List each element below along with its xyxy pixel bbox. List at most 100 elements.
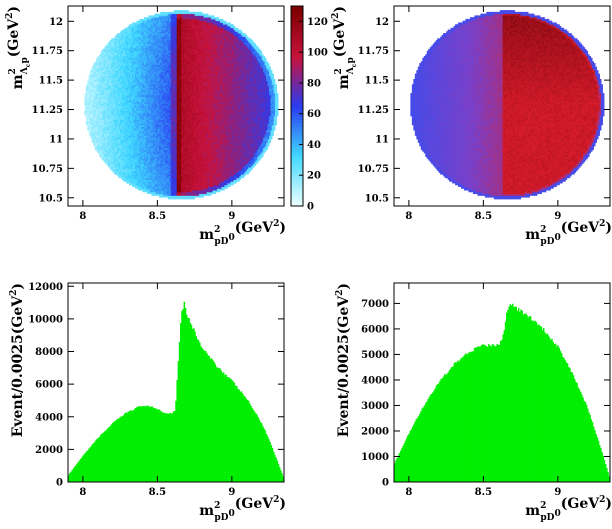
histogram-bar	[125, 412, 127, 482]
histogram-bar	[183, 301, 186, 482]
y-tick-label: 12	[49, 17, 63, 28]
histogram-bar	[276, 460, 279, 482]
histogram-bar	[556, 346, 558, 482]
histogram-bar	[527, 317, 529, 482]
y-tick-label: 10.75	[32, 164, 63, 175]
x-axis-label: m2 pD0(GeV2)	[525, 495, 612, 523]
histogram-bar	[227, 377, 230, 482]
histogram-bar	[209, 359, 212, 482]
histogram-bar	[116, 418, 119, 482]
histogram-bar	[419, 413, 421, 482]
histogram-bar	[520, 309, 522, 482]
histogram-bar	[203, 350, 206, 482]
histogram-bar	[207, 355, 209, 482]
plot-frame	[67, 282, 285, 483]
y-tick-label: 11.25	[358, 105, 389, 116]
histogram-bar	[526, 315, 528, 482]
histogram-bar	[603, 459, 606, 482]
y-tick-label: 6000	[35, 380, 63, 391]
histogram-bar	[508, 306, 510, 482]
histogram-bar	[416, 418, 419, 482]
histogram-bar	[140, 406, 143, 482]
histogram-bar	[187, 317, 189, 482]
histogram-bar	[191, 328, 194, 482]
histogram-bar	[413, 424, 415, 482]
histogram-bar	[255, 413, 257, 482]
histogram-bar	[483, 344, 485, 482]
histogram-bar	[562, 356, 564, 482]
histogram-bar	[579, 391, 582, 482]
x-axis-label: m2 pD0(GeV2)	[199, 495, 286, 523]
histogram-bar	[214, 364, 217, 482]
plot-frame-top	[393, 5, 611, 207]
histogram-bar	[576, 382, 578, 482]
histogram-bar	[537, 325, 539, 482]
histogram-bar	[445, 375, 447, 482]
histogram-bar	[606, 468, 608, 482]
histogram-bar	[414, 421, 416, 482]
histogram-bar	[261, 423, 263, 482]
histogram-bar	[601, 452, 603, 482]
histogram-bar	[534, 320, 537, 482]
histogram-bar	[153, 408, 156, 482]
histogram-bar	[511, 303, 514, 482]
histogram-bar	[552, 341, 554, 482]
histogram-bar	[224, 375, 226, 482]
histogram-bar	[407, 435, 409, 482]
y-tick-label: 4000	[361, 375, 389, 386]
histogram-bar	[169, 412, 171, 482]
histogram-bar	[398, 453, 401, 482]
histogram-bar	[201, 348, 203, 482]
histogram-bar	[479, 346, 482, 482]
histogram-bar	[540, 326, 543, 482]
histogram-bar	[542, 327, 545, 482]
histogram-bar	[180, 323, 182, 482]
histogram-bar	[216, 368, 219, 482]
histogram-bar	[174, 411, 176, 482]
y-tick-label: 4000	[35, 412, 63, 423]
histogram-bar	[70, 471, 72, 482]
histogram-bar	[267, 436, 269, 482]
histogram-bar	[567, 367, 570, 482]
panel-top-right: 8 8.5 9 10.5 10.75 11 11.25 11.5 11.75 12 m2 pD0(Ge…	[331, 5, 612, 247]
histogram-bar	[558, 347, 560, 482]
histogram-bar	[212, 360, 214, 482]
histogram-bar	[90, 445, 93, 482]
histogram-bar	[132, 410, 134, 482]
histogram-bar	[129, 410, 132, 482]
histogram-bar	[589, 414, 591, 482]
histogram-bar	[178, 342, 181, 482]
y-tick-label: 11.75	[358, 46, 389, 57]
histogram-bar	[551, 338, 553, 482]
histogram-bar	[547, 335, 550, 482]
y-tick-label: 10.5	[39, 193, 63, 204]
histogram-bar	[584, 401, 587, 482]
histogram-bar	[98, 436, 101, 482]
histogram-bar	[113, 421, 115, 482]
x-tick-label: 8.5	[149, 487, 166, 498]
histogram-bar	[76, 463, 78, 482]
histogram-bar	[211, 358, 213, 482]
histogram-bar	[506, 312, 508, 482]
plot-frame	[393, 282, 611, 483]
y-tick-label: 11.75	[32, 46, 63, 57]
histogram-bar	[268, 439, 270, 482]
y-axis-label: Event/0.0025(GeV2)	[9, 283, 26, 437]
histogram-bar	[222, 372, 225, 482]
histogram-bar	[275, 457, 277, 482]
histogram-bar	[106, 429, 108, 482]
histogram-bar	[596, 437, 599, 482]
histogram-bar	[138, 406, 140, 482]
histogram-bar	[131, 410, 133, 482]
histogram-bar	[417, 416, 420, 482]
histogram-bar	[411, 426, 414, 482]
histogram-bar	[97, 437, 100, 482]
y-tick-label: 0	[382, 478, 389, 489]
histogram-bar	[452, 366, 454, 482]
histogram-bar	[126, 412, 128, 482]
histogram-bar	[195, 336, 197, 482]
histogram-bar	[253, 411, 256, 482]
histogram-bar	[472, 351, 475, 482]
histogram-bar	[401, 448, 403, 482]
histogram-bar	[272, 451, 275, 482]
